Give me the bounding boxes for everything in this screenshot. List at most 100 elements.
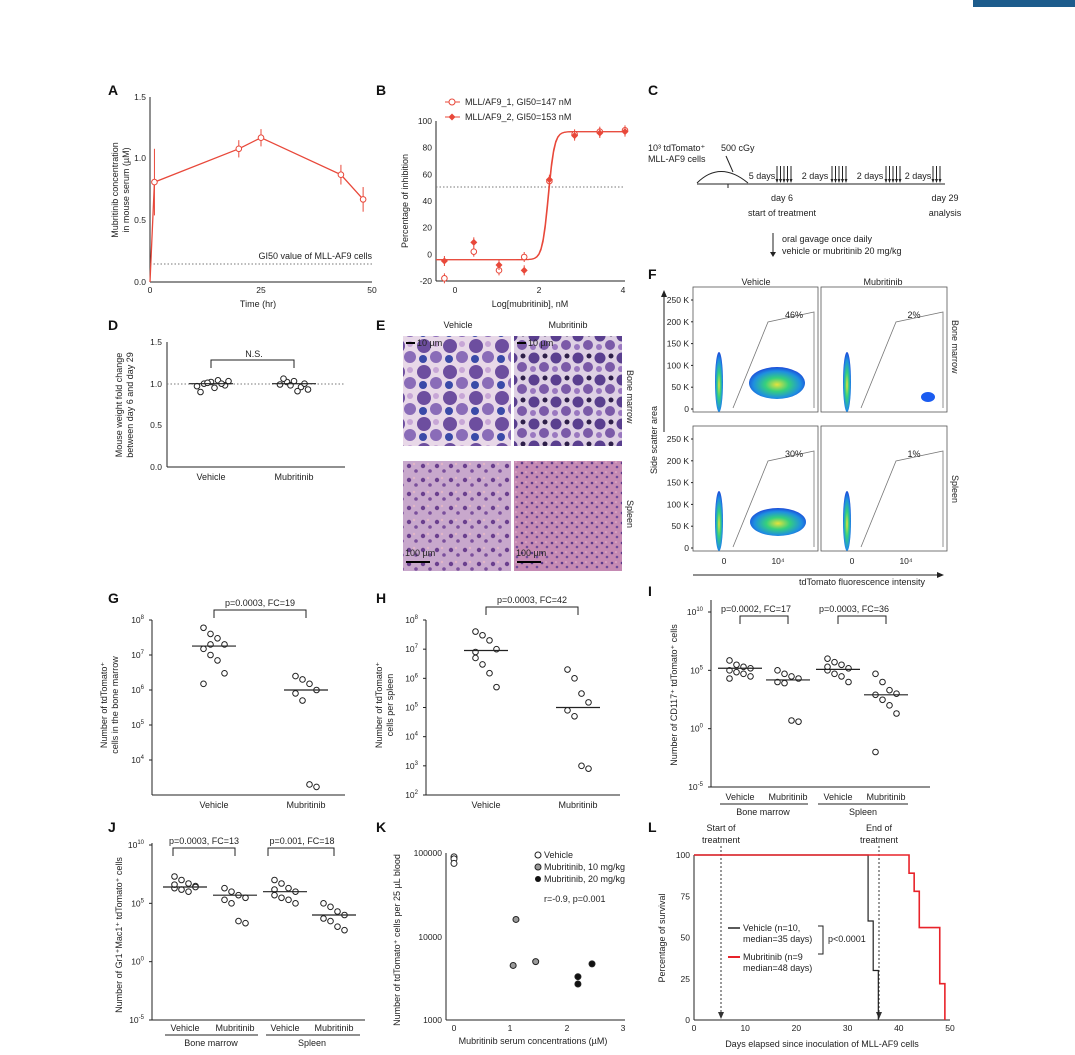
column-label-vehicle: Vehicle <box>443 320 472 330</box>
arrow-head <box>895 179 898 183</box>
x-axis-label: Time (hr) <box>240 299 276 309</box>
legend-marker-vehicle <box>534 851 542 859</box>
tick-y: 104 <box>131 755 144 765</box>
gi50-label: GI50 value of MLL-AF9 cells <box>258 251 372 261</box>
data-point <box>306 680 313 688</box>
legend-entry: Mubritinib, 10 mg/kg <box>544 862 625 872</box>
series-line <box>149 136 364 283</box>
tick-y: 20 <box>423 223 433 233</box>
panel-j: J 10-5 100 105 1010 Vehicle Mubritinib Vehi… <box>108 819 365 1048</box>
arrow-head <box>935 179 938 183</box>
tick-y: 100 K <box>667 499 690 509</box>
data-point <box>872 748 879 756</box>
tick-x: 30 <box>843 1023 853 1033</box>
arrow-head <box>834 179 837 183</box>
panel-letter-g: G <box>108 590 119 606</box>
micrograph-bone-marrow-mubritinib <box>514 336 622 446</box>
arrow-head <box>898 179 902 183</box>
population-density <box>715 491 723 551</box>
comparison-bracket <box>818 925 824 955</box>
arrow-head <box>718 1012 724 1019</box>
data-point <box>578 762 585 770</box>
data-point <box>327 903 334 911</box>
data-point <box>545 176 553 184</box>
statistics-label: p=0.0003, FC=36 <box>819 604 889 614</box>
legend-marker-20mg <box>535 876 541 882</box>
tick-x: 0 <box>722 556 727 566</box>
tick-y: 100 <box>131 957 144 967</box>
tick-y: 150 K <box>667 478 690 488</box>
tick-x: 40 <box>894 1023 904 1033</box>
tick-y: 0.5 <box>134 215 146 225</box>
survival-curve <box>694 854 946 1020</box>
tick-y: 0 <box>684 543 689 553</box>
significance-bracket <box>213 609 307 618</box>
category-label: Vehicle <box>270 1023 299 1033</box>
tick-y: 75 <box>681 891 691 901</box>
row-label-spleen: Spleen <box>625 500 635 528</box>
tick-y: 50 K <box>672 521 690 531</box>
tick-y: 1.5 <box>150 337 162 347</box>
gap-label-2: 2 days <box>802 171 829 181</box>
tick-y: 10-5 <box>129 1015 144 1025</box>
mouse-outline <box>696 171 749 184</box>
scale-label: 10 µm <box>528 338 553 348</box>
tick-y: 0 <box>685 1015 690 1025</box>
significance-bracket <box>267 847 335 856</box>
data-point <box>588 960 596 968</box>
data-point <box>564 707 571 714</box>
tick-y: 107 <box>405 644 418 654</box>
legend-entry: median=48 days) <box>743 963 812 973</box>
category-label: Mubritinib <box>215 1023 254 1033</box>
micrograph-spleen-mubritinib <box>514 461 622 571</box>
tick-x: 0 <box>850 556 855 566</box>
arrow-head <box>888 179 891 183</box>
tick-y: 108 <box>405 615 418 625</box>
data-point <box>228 900 235 907</box>
group-label: Bone marrow <box>736 807 790 817</box>
category-label: Vehicle <box>170 1023 199 1033</box>
data-point <box>726 675 733 682</box>
gate-percentage: 30% <box>785 449 803 459</box>
tick-x: 0 <box>148 285 153 295</box>
data-point <box>200 680 207 688</box>
arrow-head <box>844 179 848 183</box>
data-point <box>486 637 493 644</box>
tick-x: 25 <box>256 285 266 295</box>
data-point <box>292 900 299 907</box>
category-label: Mubritinib <box>866 792 905 802</box>
injected-cells-label-2: MLL-AF9 cells <box>648 154 706 164</box>
legend-marker-10mg <box>534 863 542 871</box>
data-point <box>271 891 278 899</box>
data-point <box>207 630 214 638</box>
panel-a: A 0.0 0.5 1.0 1.5 0 25 50 Time (hr) Mubr… <box>108 82 377 309</box>
tick-x: 10 <box>740 1023 750 1033</box>
data-point <box>571 675 578 682</box>
data-point <box>781 679 788 687</box>
y-axis-label-line1: Mubritinib concentration <box>110 142 120 238</box>
data-point <box>774 678 781 686</box>
tick-y: 100 <box>676 850 690 860</box>
gate-polygon <box>860 450 944 548</box>
y-axis-label-line1: Number of tdTomato⁺ <box>374 662 384 749</box>
gavage-arrows <box>727 166 942 188</box>
start-treatment-label: start of treatment <box>748 208 817 218</box>
data-point <box>320 900 327 907</box>
y-axis-label-line2: cells per spleen <box>385 674 395 737</box>
legend-entry: Vehicle (n=10, <box>743 923 800 933</box>
data-point <box>824 663 831 671</box>
data-point <box>726 667 733 674</box>
arrow-head <box>876 1012 882 1019</box>
tick-x: 50 <box>945 1023 955 1033</box>
gate-polygon <box>732 311 815 409</box>
scale-label: 100 µm <box>405 548 435 558</box>
data-point <box>781 670 788 678</box>
data-point <box>788 717 795 724</box>
flow-plot-frame <box>820 425 948 552</box>
data-point <box>221 884 228 892</box>
category-label: Vehicle <box>725 792 754 802</box>
tick-x: 0 <box>452 1023 457 1033</box>
data-point <box>585 765 592 772</box>
tick-x: 0 <box>453 285 458 295</box>
panel-g: G 104 105 106 107 108 Vehicle Mubritinib Num… <box>99 590 345 810</box>
